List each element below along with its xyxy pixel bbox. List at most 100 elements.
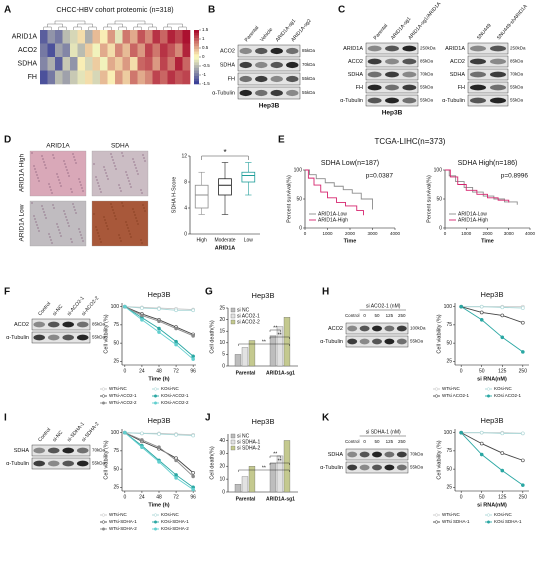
dendrogram [114, 20, 146, 24]
colorbar-segment [194, 38, 199, 42]
significance-label: * [223, 148, 226, 157]
series-line [460, 306, 524, 353]
blot-band [490, 58, 506, 65]
ihc-texture [119, 187, 121, 189]
blot-band [270, 61, 283, 69]
blot-lane-label: si-NC [52, 429, 65, 443]
ihc-texture [143, 207, 145, 209]
colorbar-segment [194, 32, 199, 36]
legend-label: KOsi-NC [161, 386, 179, 391]
ihc-texture [96, 179, 98, 181]
ihc-texture [65, 216, 67, 218]
y-tick-label: 25 [446, 485, 452, 491]
ihc-texture [82, 240, 84, 242]
ihc-texture [68, 225, 70, 227]
blot-row-label: SDHA [220, 62, 236, 68]
ihc-texture [38, 180, 40, 182]
x-tick-label: 3000 [504, 231, 515, 236]
heatmap-cell [47, 43, 56, 58]
ihc-texture [115, 218, 117, 220]
series-line [460, 432, 524, 486]
ihc-texture [51, 192, 53, 194]
x-tick-label: 50 [479, 494, 485, 500]
dendrogram [88, 26, 97, 30]
ihc-texture [115, 168, 117, 170]
blot-band [270, 47, 283, 55]
legend-label: si NC [237, 307, 250, 313]
heatmap-cell [167, 57, 176, 71]
blot-band [372, 325, 382, 332]
ihc-texture [52, 204, 54, 206]
blot-size-label: 55kDa [92, 461, 106, 466]
y-axis-label: Cell viability (%) [103, 440, 109, 479]
significance-label: ** [278, 458, 282, 464]
p-value: p=0.8996 [501, 173, 529, 180]
ihc-texture [128, 180, 130, 182]
legend-label: KOsi-ACO2-2 [161, 400, 189, 405]
blot-band [385, 71, 399, 78]
ihc-texture [31, 152, 33, 154]
colorbar-segment [194, 81, 199, 85]
ihc-texture [73, 206, 75, 208]
ihc-texture [134, 164, 136, 166]
heatmap-cell [175, 30, 183, 44]
blot-band [367, 84, 382, 91]
blot-lane-label: Vehicle [259, 27, 274, 43]
ihc-texture [103, 216, 105, 218]
blot-band [385, 84, 399, 91]
x-tick-label: 125 [498, 494, 507, 500]
ihc-texture [41, 205, 43, 207]
ihc-texture [144, 160, 146, 162]
legend-marker [153, 520, 158, 524]
x-tick-label: 1000 [461, 231, 472, 236]
survival-curve [305, 169, 373, 210]
ihc-texture [58, 229, 60, 231]
blot-size-label: 100kDa [410, 326, 426, 331]
colorbar-segment [194, 46, 199, 50]
chart-title: Hep3B [481, 416, 504, 425]
ihc-texture [67, 172, 69, 174]
blot-band [286, 61, 299, 69]
blot-lane-label: Control [345, 439, 360, 444]
ihc-texture [56, 223, 58, 225]
ihc-texture [137, 173, 139, 175]
blot-row-label: α-Tubulin [6, 461, 29, 467]
x-tick-label: 0 [444, 231, 447, 236]
ihc-texture [50, 239, 52, 241]
significance-label: ** [262, 465, 266, 471]
bar [269, 463, 277, 493]
legend-label: si ACO2-1 [237, 313, 260, 319]
box [218, 178, 232, 196]
blot-row-label: α-Tubulin [442, 98, 465, 104]
blot-strip [467, 42, 509, 55]
heatmap-cell [122, 43, 131, 58]
ihc-texture [114, 165, 116, 167]
data-point [479, 310, 484, 315]
blot-band [402, 97, 417, 104]
ihc-texture [43, 161, 45, 163]
y-tick-label: 25 [113, 359, 119, 365]
ihc-texture [64, 213, 66, 215]
dendrogram [47, 23, 63, 27]
data-point [500, 313, 505, 318]
ihc-texture [75, 162, 77, 164]
y-tick-label: 20 [219, 464, 225, 470]
ihc-texture [136, 170, 138, 172]
heatmap-cell [107, 43, 116, 58]
image-row-label: ARID1A Low [19, 204, 26, 241]
colorbar-label: -1 [202, 72, 206, 77]
blot-row-label: ACO2 [328, 326, 343, 332]
ihc-texture [38, 230, 40, 232]
ihc-texture [133, 211, 135, 213]
y-tick-label: 0 [222, 363, 225, 369]
blot-band [33, 447, 46, 454]
ihc-texture [68, 175, 70, 177]
legend-label: ARID1A-Low [458, 211, 487, 217]
ihc-texture [135, 167, 137, 169]
panel-label: K [322, 413, 330, 424]
heatmap-cell [40, 57, 48, 71]
ihc-texture [44, 214, 46, 216]
ihc-texture [130, 236, 132, 238]
y-tick-label: 50 [113, 340, 119, 346]
blot-band [385, 97, 399, 104]
